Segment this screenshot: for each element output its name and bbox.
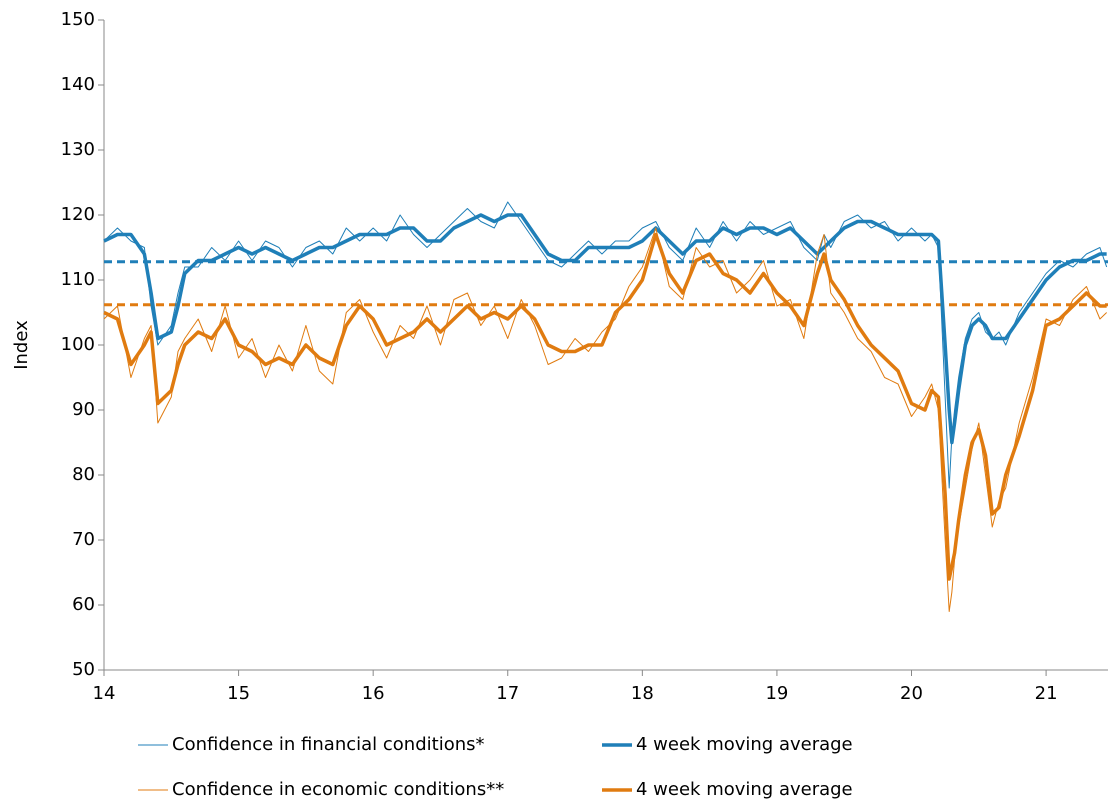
series-line xyxy=(103,232,1107,581)
y-tick-label: 120 xyxy=(61,204,95,225)
y-tick-label: 100 xyxy=(61,334,95,355)
x-tick-label: 17 xyxy=(496,683,519,704)
x-tick-label: 16 xyxy=(362,683,385,704)
x-tick-label: 20 xyxy=(900,683,923,704)
legend-label: 4 week moving average xyxy=(636,779,853,800)
y-tick-label: 150 xyxy=(61,9,95,30)
y-tick-label: 110 xyxy=(61,269,95,290)
y-tick-label: 70 xyxy=(72,529,95,550)
legend-label: 4 week moving average xyxy=(636,734,853,755)
x-tick-label: 15 xyxy=(227,683,250,704)
x-tick-label: 18 xyxy=(631,683,654,704)
legend-label: Confidence in financial conditions* xyxy=(172,734,485,755)
x-tick-label: 21 xyxy=(1035,683,1058,704)
y-tick-label: 50 xyxy=(72,659,95,680)
x-tick-label: 14 xyxy=(93,683,116,704)
legend-label: Confidence in economic conditions** xyxy=(172,779,504,800)
y-tick-label: 90 xyxy=(72,399,95,420)
y-tick-label: 80 xyxy=(72,464,95,485)
y-tick-label: 60 xyxy=(72,594,95,615)
y-axis-label: Index xyxy=(11,320,32,370)
x-tick-label: 19 xyxy=(765,683,788,704)
y-tick-label: 130 xyxy=(61,139,95,160)
y-tick-label: 140 xyxy=(61,74,95,95)
